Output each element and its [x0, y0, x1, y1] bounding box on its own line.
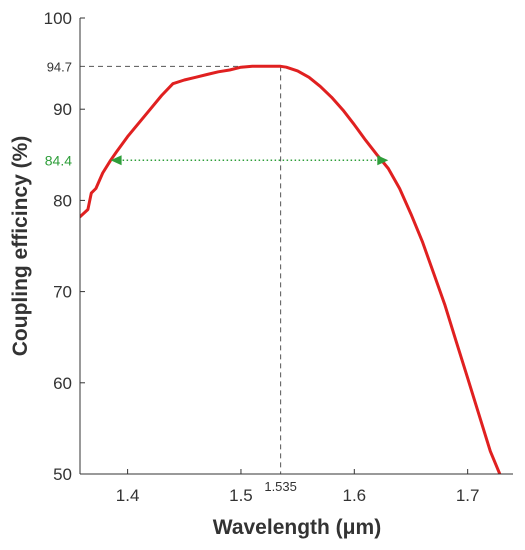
series-group	[80, 64, 502, 474]
bandwidth-arrowhead-right	[377, 155, 389, 166]
peak-x-value-label: 1.535	[264, 479, 297, 494]
y-ticks: 50 60 70 80 90 100	[44, 9, 85, 484]
x-tick-label: 1.5	[229, 486, 253, 505]
peak-y-value-label: 94.7	[47, 59, 72, 74]
y-tick-label: 50	[53, 465, 72, 484]
guide-lines	[80, 65, 282, 474]
bandwidth-arrowhead-left	[110, 155, 122, 166]
y-axis-title: Coupling efficincy (%)	[9, 136, 32, 357]
plot-area	[80, 18, 513, 474]
y-tick-label: 80	[53, 191, 72, 210]
annotation-group: 84.4 94.7 1.535	[45, 59, 389, 494]
axes-group	[79, 18, 513, 475]
y-tick-label: 70	[53, 283, 72, 302]
series-line	[80, 64, 502, 474]
x-ticks: 1.4 1.5 1.6 1.7	[116, 469, 480, 505]
y-tick-label: 60	[53, 374, 72, 393]
x-axis-title: Wavelength (μm)	[213, 516, 381, 539]
x-tick-label: 1.4	[116, 486, 140, 505]
x-tick-label: 1.7	[456, 486, 480, 505]
x-tick-label: 1.6	[342, 486, 366, 505]
y-tick-label: 90	[53, 100, 72, 119]
bandwidth-value-label: 84.4	[45, 152, 72, 168]
y-tick-label: 100	[44, 9, 72, 28]
